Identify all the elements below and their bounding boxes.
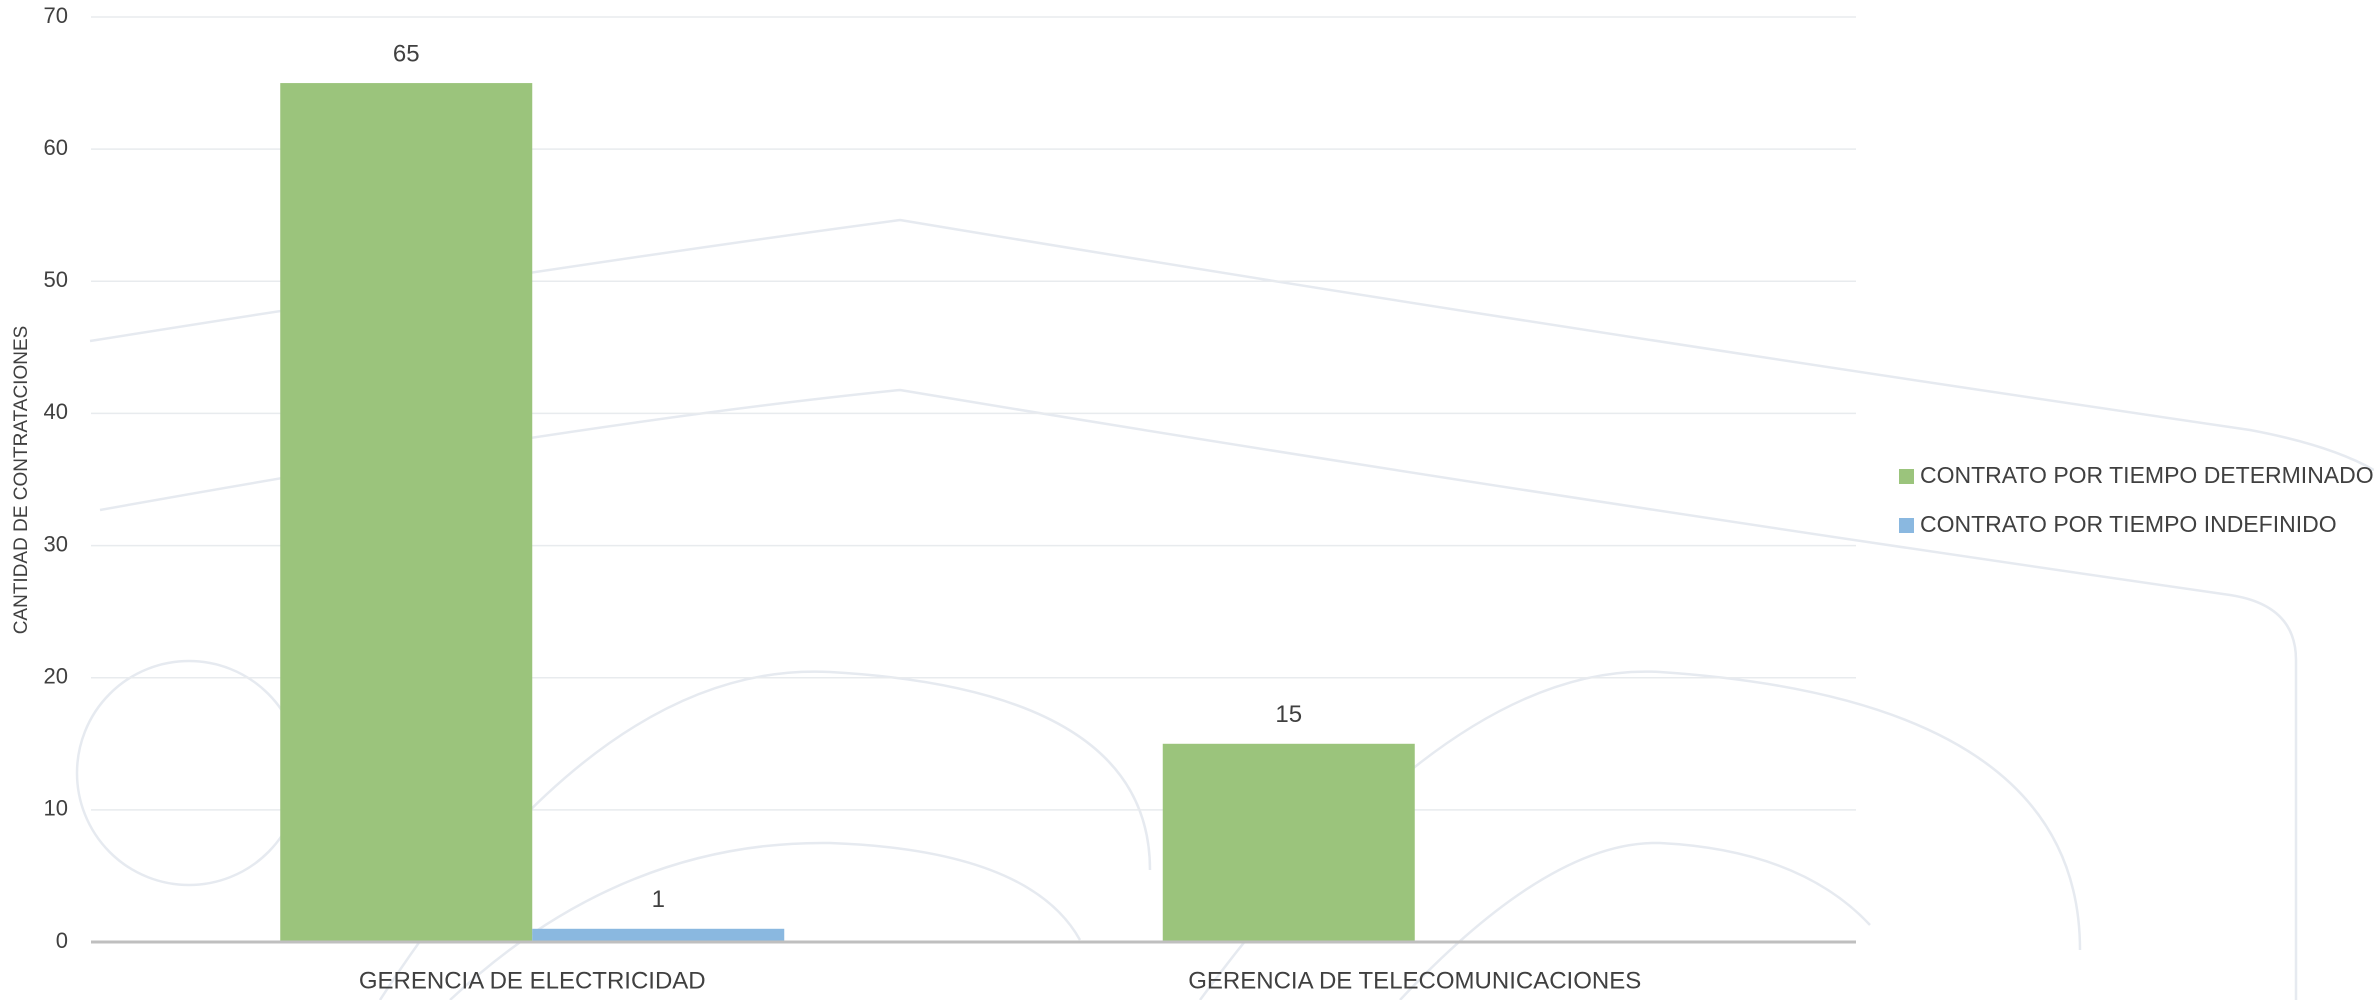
x-tick-label: GERENCIA DE ELECTRICIDAD	[359, 967, 706, 994]
y-axis-label: CANTIDAD DE CONTRATACIONES	[11, 326, 32, 635]
y-tick-label: 30	[44, 531, 68, 556]
data-label: 65	[393, 40, 420, 67]
watermark-arc	[449, 841, 1082, 1000]
y-tick-label: 10	[44, 796, 68, 821]
watermark-circle	[75, 659, 303, 887]
y-tick-label: 0	[56, 928, 68, 953]
y-tick-label: 20	[44, 664, 68, 689]
legend-label: CONTRATO POR TIEMPO INDEFINIDO	[1920, 511, 2337, 537]
legend-swatch	[1899, 469, 1914, 484]
watermark-arc	[1399, 841, 1871, 1000]
bar	[1162, 743, 1415, 942]
y-tick-label: 40	[44, 399, 68, 424]
y-tick-label: 60	[44, 135, 68, 160]
bar	[280, 83, 533, 943]
data-label: 15	[1275, 701, 1302, 728]
data-label: 1	[652, 886, 665, 913]
y-tick-label: 70	[44, 3, 68, 28]
x-tick-label: GERENCIA DE TELECOMUNICACIONES	[1188, 967, 1641, 994]
legend-swatch	[1899, 518, 1914, 533]
bar	[532, 928, 785, 942]
legend-label: CONTRATO POR TIEMPO DETERMINADO	[1920, 462, 2374, 488]
y-tick-label: 50	[44, 267, 68, 292]
